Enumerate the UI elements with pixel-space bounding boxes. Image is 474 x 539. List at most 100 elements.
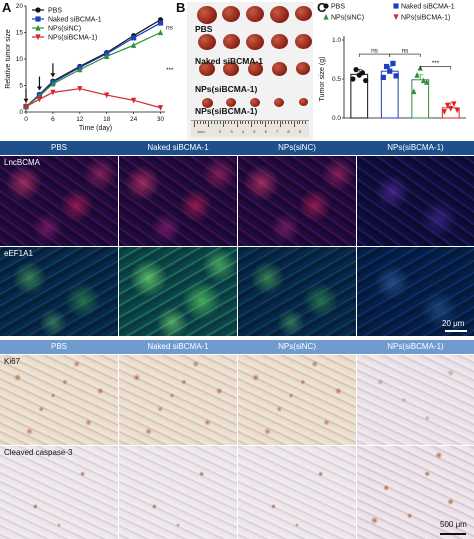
data-point: [414, 72, 420, 78]
y-tick-label: 15: [16, 30, 24, 37]
annotation: ns: [402, 48, 410, 55]
ruler-number: 6: [264, 129, 267, 134]
ruler-tick: [276, 121, 278, 124]
data-point: [36, 96, 43, 103]
ruler-tick: [302, 121, 304, 124]
data-point: [35, 24, 41, 31]
legend-label: PBS: [48, 8, 62, 15]
fluorescence-image: [119, 247, 237, 336]
ruler-tick: [290, 121, 292, 124]
tumor-specimen: [250, 98, 260, 107]
y-tick-label: 10: [16, 56, 24, 63]
injection-arrow-head: [23, 98, 29, 103]
ruler-tick: [199, 121, 201, 124]
x-tick-label: 6: [51, 116, 55, 123]
ruler-tick: [211, 121, 213, 124]
tumor-specimen: [271, 62, 287, 76]
photo-row-label: NPs(siBCMA-1): [195, 84, 258, 94]
row-label-lncbcma: LncBCMA: [4, 158, 41, 167]
legend-label: Naked siBCMA-1: [48, 17, 102, 24]
x-tick-label: 18: [103, 116, 111, 123]
tumor-specimen: [296, 62, 310, 75]
tumor-specimen: [226, 98, 236, 107]
ruler-tick: [273, 121, 275, 124]
ihc-image: [0, 446, 118, 539]
ruler-tick: [205, 121, 207, 124]
col-header-npsibcma: NPs(siBCMA-1): [387, 143, 444, 152]
tumor-specimen: [223, 62, 239, 77]
data-point: [157, 29, 164, 36]
ruler-tick: [196, 121, 198, 124]
data-point: [131, 42, 137, 48]
ruler-number: 5: [253, 129, 256, 134]
data-point: [454, 107, 460, 114]
annotation: ns: [166, 25, 174, 32]
data-point: [35, 34, 41, 41]
photo-row-label: PBS: [195, 24, 213, 34]
data-point: [444, 102, 451, 109]
series-line: [25, 88, 161, 109]
photo-row-label: Naked siBCMA-1: [195, 56, 264, 66]
tumor-specimen: [199, 62, 215, 77]
data-point: [35, 7, 41, 13]
data-point: [323, 3, 329, 9]
y-tick-label: 0: [19, 109, 23, 116]
col-header-npsinc: NPs(siNC): [278, 143, 316, 152]
ruler-tick: [225, 121, 227, 124]
annotation: ***: [166, 67, 174, 74]
ruler-unit: 1cm: [197, 129, 205, 134]
ruler-tick: [285, 121, 287, 124]
data-point: [420, 77, 427, 84]
tumor-specimen: [294, 34, 312, 50]
ruler-tick: [293, 121, 295, 127]
tumor-specimen: [198, 34, 216, 51]
data-point: [363, 77, 369, 84]
ruler-tick: [219, 121, 221, 124]
data-point: [104, 92, 110, 99]
row-label-eef1a1: eEF1A1: [4, 249, 33, 258]
ruler-tick: [253, 121, 255, 124]
tumor-specimen: [222, 6, 240, 23]
fluorescence-image: [0, 247, 118, 336]
tumor-specimen: [197, 6, 217, 24]
data-point: [380, 74, 386, 81]
ruler-tick: [194, 121, 195, 127]
ruler-tick: [208, 121, 210, 127]
ruler-tick: [248, 121, 250, 124]
tumor-specimen: [247, 62, 263, 76]
data-point: [424, 79, 430, 85]
x-tick-label: 0: [24, 116, 28, 123]
tumor-weight-bar-chart: 0.0 0.5 1.0 Tumor size (g) ns ns *** PBS Naked s…: [319, 3, 466, 122]
y-tick-label: 20: [16, 3, 24, 10]
panel-label-a: A: [2, 0, 12, 15]
ruler-number: 7: [276, 129, 279, 134]
col-header-pbs: PBS: [50, 143, 67, 152]
scale-bar-label: 20 μm: [442, 319, 465, 328]
y-tick-label: 1.0: [332, 37, 341, 44]
annotation: ***: [432, 60, 440, 67]
data-point: [353, 67, 359, 73]
y-tick-label: 0.5: [332, 76, 341, 83]
fluorescence-image: [0, 156, 118, 246]
x-tick-label: 12: [76, 116, 84, 123]
ruler-tick: [239, 121, 241, 124]
ruler-tick: [242, 121, 244, 124]
ruler-tick: [270, 121, 272, 124]
fluorescence-image: [357, 247, 474, 336]
significance-bracket: [419, 66, 452, 70]
fluorescence-image: [119, 156, 237, 246]
fluorescence-image: [238, 247, 356, 336]
ruler-number: 8: [287, 129, 290, 134]
data-point: [393, 14, 399, 21]
photo-row-label: NPs(siBCMA-1): [195, 106, 258, 116]
legend-label: PBS: [331, 4, 345, 11]
data-point: [77, 66, 83, 73]
ihc-image: [238, 355, 356, 445]
injection-arrow-head: [36, 86, 42, 91]
ruler-tick: [262, 121, 264, 124]
data-point: [359, 70, 366, 76]
y-axis-label: Relative tumor size: [5, 29, 12, 89]
ruler-number: 4: [241, 129, 245, 134]
col-header-npsibcma: NPs(siBCMA-1): [387, 342, 444, 351]
tumor-specimen: [270, 34, 288, 50]
